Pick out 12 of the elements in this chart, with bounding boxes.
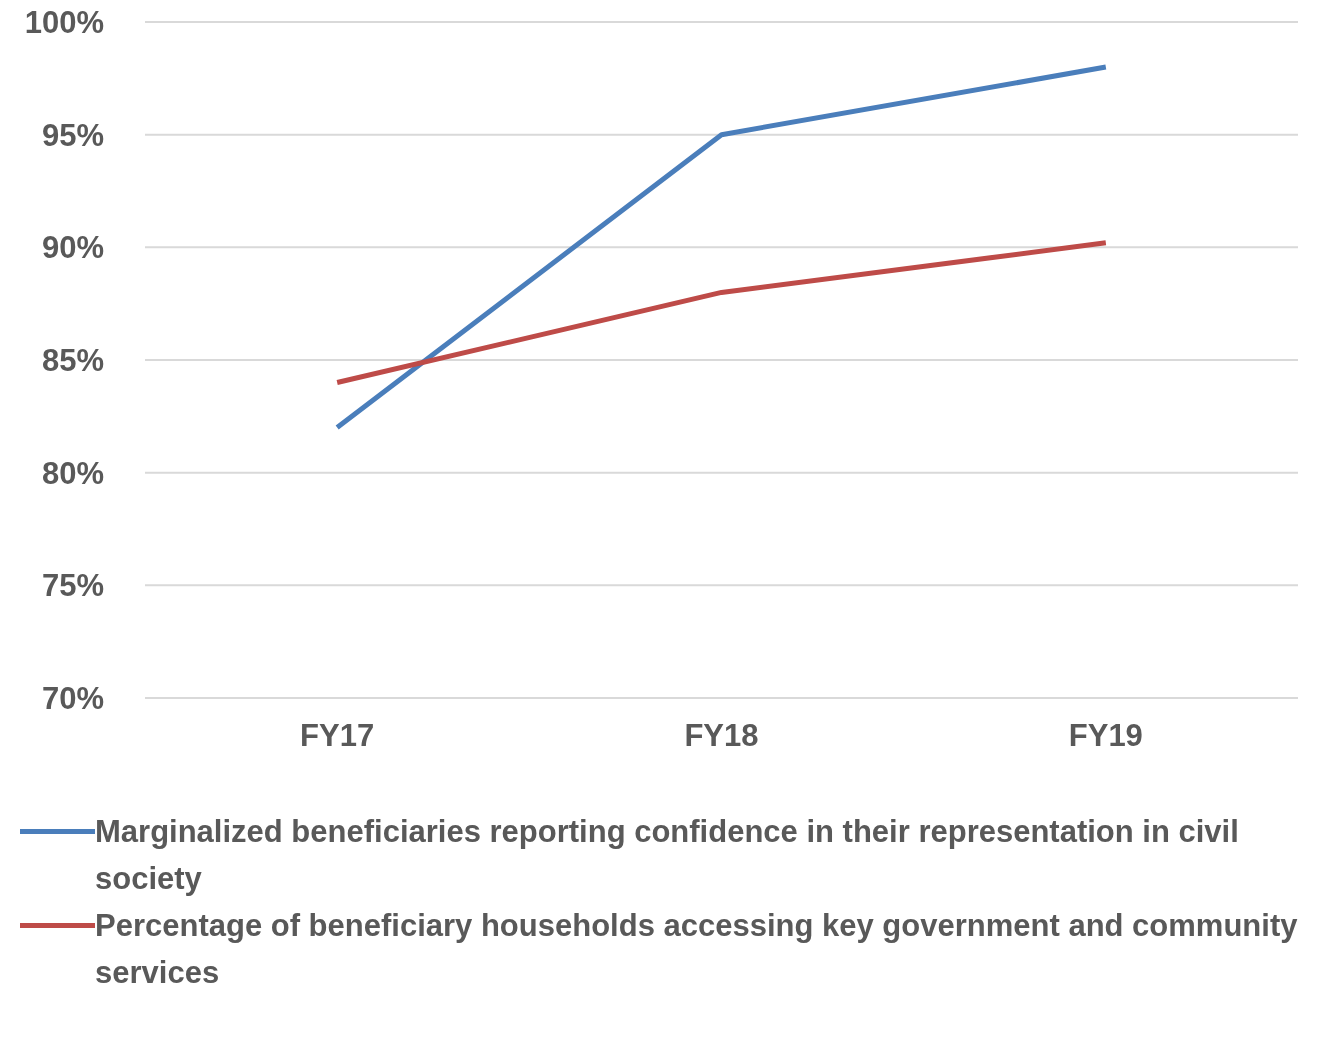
legend-label: Percentage of beneficiary households accessing key government and community services xyxy=(95,907,1299,992)
x-tick-label: FY17 xyxy=(300,718,375,754)
legend-label: Marginalized beneficiaries reporting confidence in their representation in civil society xyxy=(95,813,1240,898)
y-tick-label: 70% xyxy=(41,681,104,717)
y-tick-label: 80% xyxy=(41,455,104,491)
y-tick-label: 100% xyxy=(24,5,104,41)
y-tick-label: 90% xyxy=(41,230,104,266)
y-tick-label: 85% xyxy=(41,343,104,379)
x-tick-label: FY19 xyxy=(1068,718,1143,754)
x-tick-label: FY18 xyxy=(684,718,759,754)
y-tick-label: 75% xyxy=(41,568,104,604)
y-tick-label: 95% xyxy=(41,117,104,153)
